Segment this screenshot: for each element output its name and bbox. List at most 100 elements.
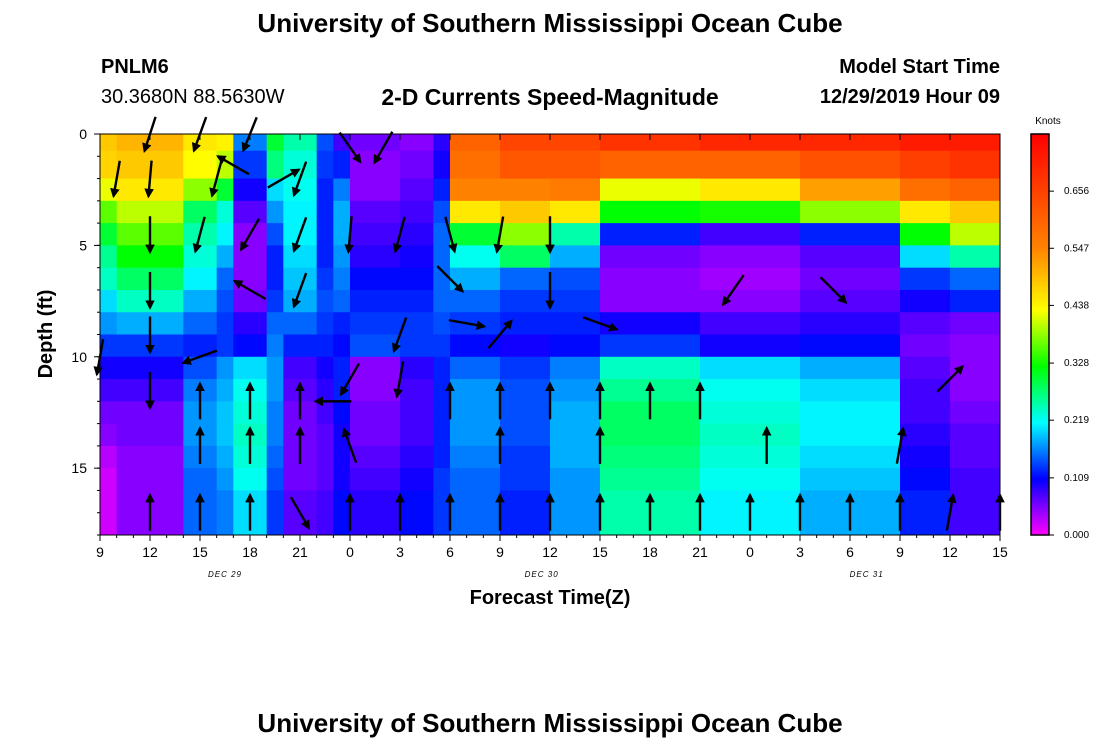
- heatmap-cell: [900, 289, 951, 313]
- heatmap-cell: [700, 267, 801, 291]
- heatmap-cell: [100, 334, 118, 358]
- heatmap-cell: [950, 200, 1001, 224]
- heatmap-cell: [800, 289, 901, 313]
- colorbar-tick-label: 0.328: [1064, 358, 1089, 369]
- heatmap-cell: [500, 134, 551, 152]
- y-axis-title: Depth (ft): [35, 290, 57, 379]
- heatmap-cell: [900, 134, 951, 152]
- heatmap-cell: [600, 445, 701, 469]
- heatmap-cell: [183, 200, 218, 224]
- heatmap-cell: [950, 468, 1001, 491]
- heatmap-cell: [450, 401, 501, 425]
- heatmap-cell: [433, 512, 451, 536]
- heatmap-cell: [100, 423, 118, 447]
- x-tick-label: 3: [396, 544, 404, 560]
- colorbar: Knots 0.656 0.547 0.438 0.328 0.219 0.109 0.00…: [1030, 116, 1089, 541]
- heatmap-cell: [233, 200, 268, 224]
- x-tick-label: 9: [96, 544, 104, 560]
- x-tick-label: 0: [346, 544, 354, 560]
- x-tick-label: 12: [942, 544, 958, 560]
- y-tick-label: 0: [79, 126, 87, 142]
- heatmap-cell: [350, 379, 401, 402]
- heatmap-cell: [316, 223, 334, 246]
- heatmap-cell: [450, 312, 501, 335]
- heatmap-cell: [216, 134, 234, 152]
- heatmap-cell: [700, 401, 801, 425]
- heatmap-cell: [350, 134, 401, 152]
- heatmap-cell: [600, 267, 701, 291]
- current-arrow: [144, 160, 154, 199]
- heatmap-cell: [316, 289, 334, 313]
- heatmap-cell: [433, 223, 451, 246]
- heatmap-cell: [500, 468, 551, 491]
- heatmap-cell: [900, 468, 951, 491]
- current-arrow: [339, 362, 361, 397]
- heatmap-cell: [333, 223, 351, 246]
- heatmap-cell: [400, 312, 434, 335]
- y-tick-label: 5: [79, 237, 87, 253]
- heatmap-cell: [266, 267, 284, 291]
- current-arrow: [232, 279, 267, 300]
- heatmap-cell: [950, 490, 1001, 514]
- heatmap-cell: [900, 445, 951, 469]
- heatmap-cell: [600, 312, 701, 335]
- heatmap-cell: [316, 267, 334, 291]
- heatmap-cell: [100, 356, 118, 380]
- heatmap-cell: [400, 200, 434, 224]
- current-arrow: [289, 496, 311, 530]
- current-arrow: [291, 216, 308, 253]
- heatmap-cell: [183, 289, 218, 313]
- heatmap-cell: [800, 178, 901, 202]
- current-arrow: [436, 265, 465, 293]
- heatmap-cell: [900, 512, 951, 536]
- heatmap-cell: [266, 134, 284, 152]
- heatmap-cell: [116, 200, 184, 224]
- heatmap-cell: [350, 423, 401, 447]
- heatmap-cell: [900, 178, 951, 202]
- heatmap-cell: [433, 150, 451, 180]
- heatmap-cell: [433, 423, 451, 447]
- heatmap-cell: [400, 423, 434, 447]
- current-arrow: [181, 349, 218, 365]
- heatmap-cell: [183, 150, 218, 180]
- current-arrow: [721, 274, 745, 307]
- heatmap-cell: [183, 312, 218, 335]
- heatmap-cell: [950, 312, 1001, 335]
- heatmap-cell: [450, 150, 501, 180]
- heatmap-cell: [500, 445, 551, 469]
- heatmap-cell: [500, 490, 551, 514]
- footer-title: University of Southern Mississippi Ocean…: [257, 708, 843, 738]
- heatmap-cell: [700, 245, 801, 269]
- heatmap-cell: [550, 356, 601, 380]
- heatmap-cell: [700, 423, 801, 447]
- x-axis-title: Forecast Time(Z): [470, 587, 631, 609]
- heatmap-cell: [350, 490, 401, 514]
- heatmap-cell: [233, 150, 268, 180]
- heatmap-cell: [316, 134, 334, 152]
- heatmap-cell: [900, 423, 951, 447]
- heatmap-cell: [100, 223, 118, 246]
- heatmap-cell: [700, 356, 801, 380]
- colorbar-tick-label: 0.438: [1064, 300, 1089, 311]
- current-arrow: [267, 168, 301, 189]
- heatmap-cell: [316, 178, 334, 202]
- heatmap-cell: [800, 423, 901, 447]
- heatmap-cell: [700, 289, 801, 313]
- current-arrow: [216, 155, 250, 176]
- heatmap-cell: [433, 356, 451, 380]
- heatmap-cell: [316, 401, 334, 425]
- heatmap-cell: [216, 289, 234, 313]
- x-axis: 9 12 15 18 21 0 3 6 9 12 15 18 21 0 3 6 9 12 15 DEC 29 DEC 3…: [96, 134, 1008, 579]
- heatmap-cell: [350, 512, 401, 536]
- heatmap-cell: [350, 245, 401, 269]
- heatmap-cell: [100, 512, 118, 536]
- heatmap-cells: [100, 134, 1001, 536]
- heatmap-cell: [216, 490, 234, 514]
- heatmap-cell: [216, 223, 234, 246]
- heatmap-cell: [600, 150, 701, 180]
- heatmap-cell: [800, 356, 901, 380]
- heatmap-cell: [550, 334, 601, 358]
- current-arrow: [895, 426, 907, 464]
- current-arrow: [448, 319, 487, 330]
- heatmap-cell: [233, 245, 268, 269]
